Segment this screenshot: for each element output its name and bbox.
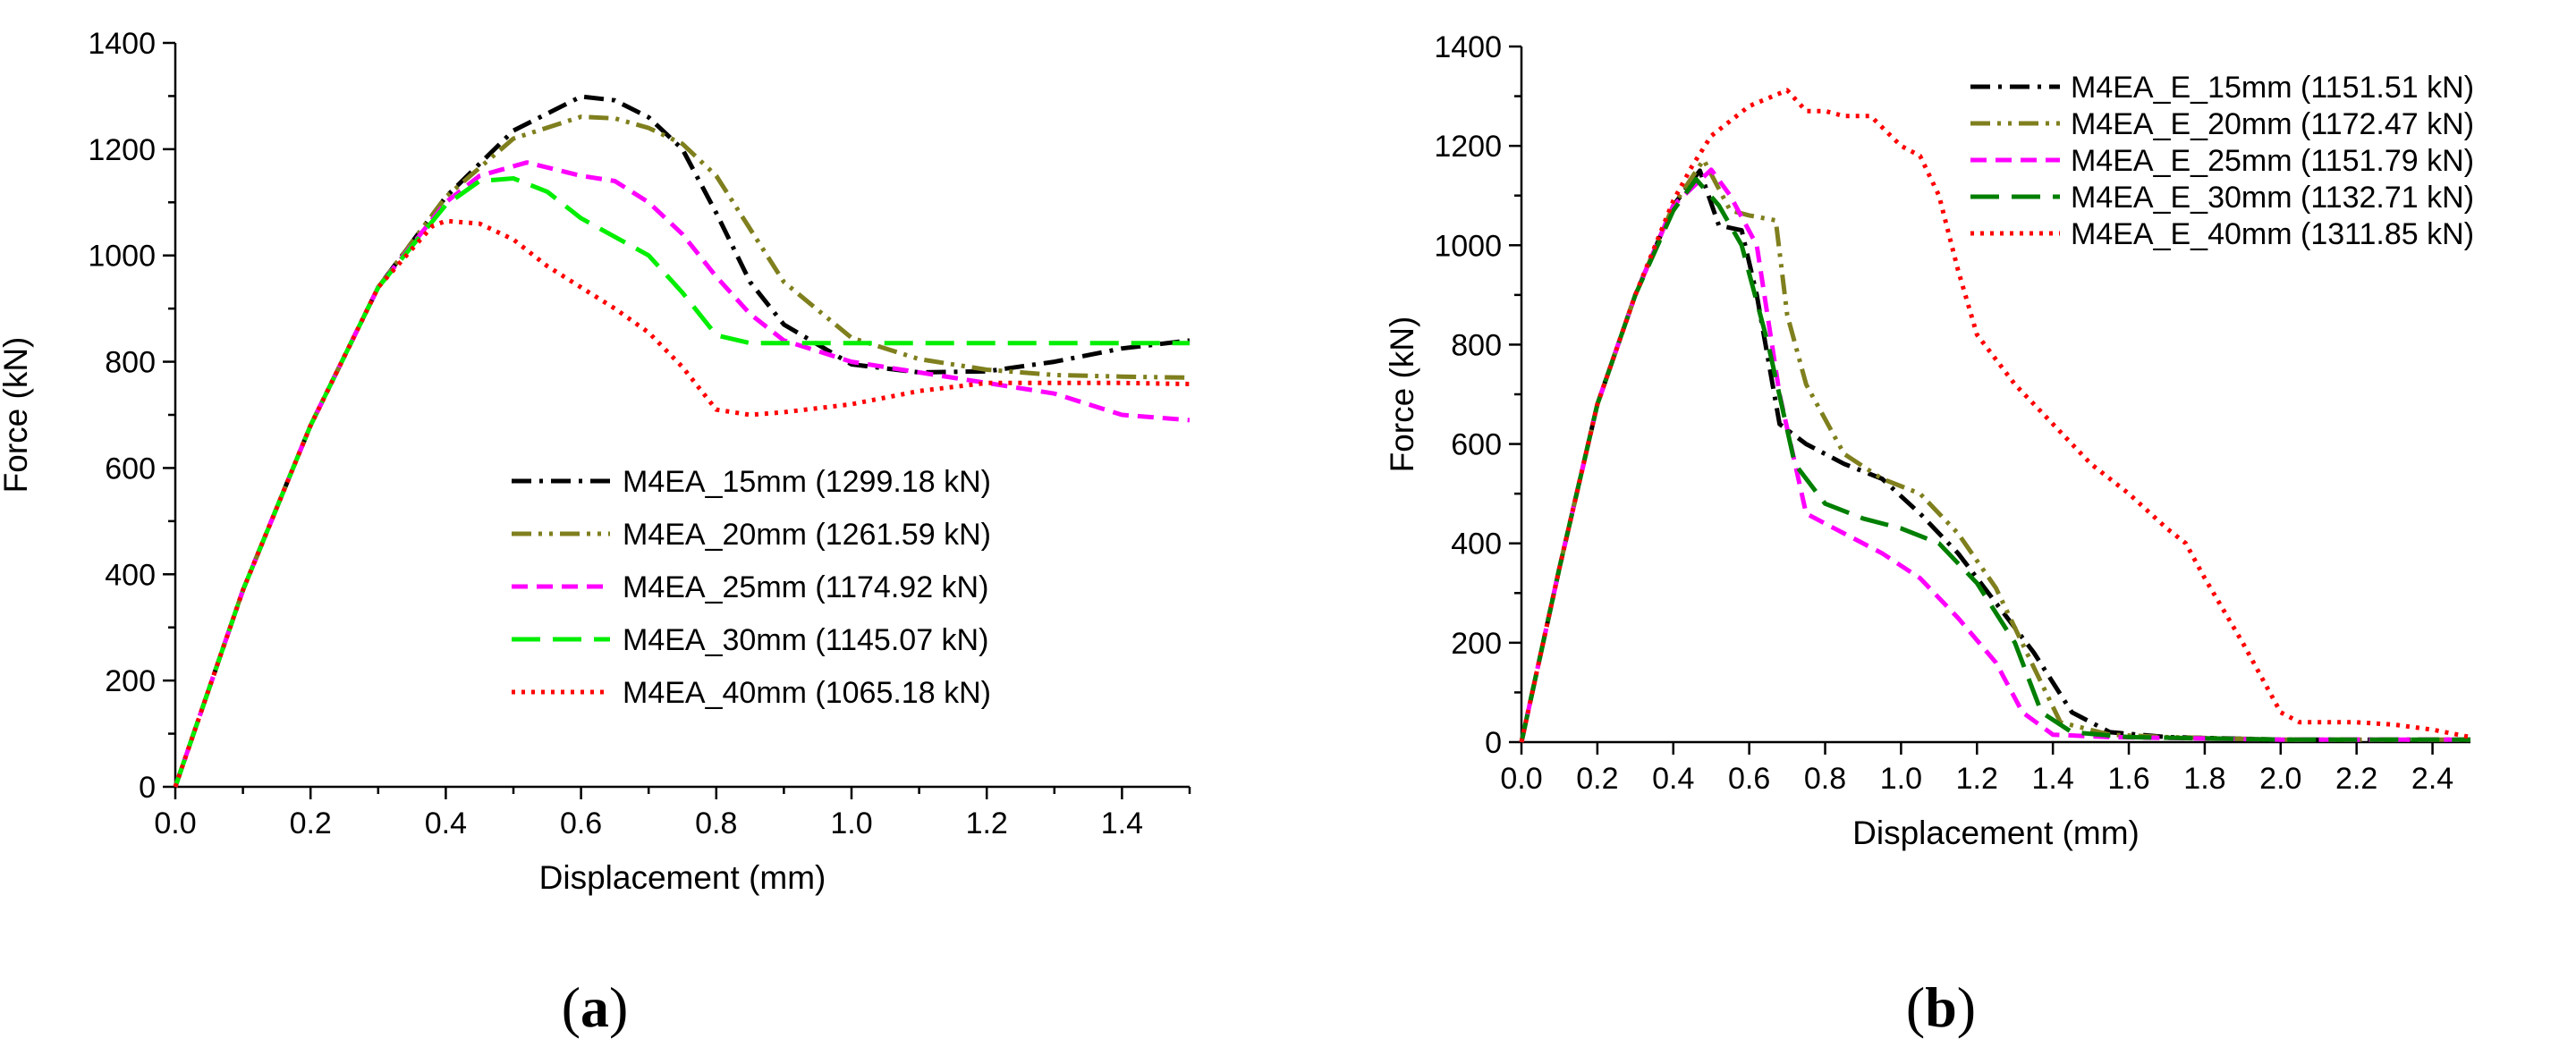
legend-label: M4EA_E_40mm (1311.85 kN) [2071, 217, 2474, 251]
panel-label-close: ) [1957, 975, 1976, 1039]
panel-label-letter: b [1925, 975, 1957, 1039]
x-tick-label: 1.6 [2107, 762, 2149, 796]
x-tick-label: 0.2 [1576, 762, 1618, 796]
x-tick-label: 0.8 [695, 806, 737, 840]
legend-label: M4EA_E_20mm (1172.47 kN) [2071, 107, 2474, 141]
legend-label: M4EA_25mm (1174.92 kN) [623, 570, 988, 604]
x-axis-title: Displacement (mm) [1852, 815, 2140, 851]
y-tick-label: 800 [1451, 328, 1502, 362]
panel-label-open: ( [1906, 975, 1925, 1039]
y-tick-label: 200 [105, 664, 156, 698]
y-tick-label: 800 [105, 346, 156, 380]
x-axis-title: Displacement (mm) [539, 859, 826, 896]
y-tick-label: 400 [1451, 528, 1502, 561]
y-tick-label: 1200 [1434, 130, 1502, 164]
legend-label: M4EA_E_25mm (1151.79 kN) [2071, 144, 2474, 178]
legend-label: M4EA_30mm (1145.07 kN) [623, 623, 988, 657]
x-tick-label: 0.2 [290, 806, 332, 840]
legend-label: M4EA_40mm (1065.18 kN) [623, 676, 991, 710]
x-tick-label: 0.4 [425, 806, 467, 840]
x-tick-label: 0.6 [1728, 762, 1770, 796]
x-tick-label: 1.8 [2183, 762, 2225, 796]
x-tick-label: 1.0 [1880, 762, 1922, 796]
x-tick-label: 0.0 [154, 806, 196, 840]
panel-label: (a) [562, 975, 629, 1039]
series-line-4 [1519, 176, 2470, 743]
x-tick-label: 0.0 [1500, 762, 1542, 796]
x-tick-label: 2.4 [2411, 762, 2453, 796]
y-axis-title: Force (kN) [1384, 317, 1420, 473]
series-line-5 [1519, 88, 2471, 743]
y-tick-label: 0 [139, 771, 156, 805]
x-tick-label: 1.2 [966, 806, 1008, 840]
y-tick-label: 1000 [1434, 229, 1502, 263]
y-tick-label: 600 [105, 452, 156, 486]
series-line-5 [173, 218, 1191, 788]
x-tick-label: 1.2 [1956, 762, 1998, 796]
legend-label: M4EA_E_30mm (1132.71 kN) [2071, 181, 2474, 215]
y-tick-label: 600 [1451, 428, 1502, 462]
y-tick-label: 1000 [88, 240, 156, 274]
chart-panel-a: 0.0 0.2 0.4 0.6 0.8 1.0 1.2 1.4 0 200 400 600 800 100… [0, 27, 1191, 1039]
panel-label: (b) [1906, 975, 1976, 1039]
panel-label-letter: a [580, 975, 609, 1039]
y-tick-label: 0 [1485, 726, 1502, 760]
y-axis-title: Force (kN) [0, 337, 34, 494]
legend-label: M4EA_E_15mm (1151.51 kN) [2071, 71, 2474, 105]
x-tick-label: 1.4 [2032, 762, 2074, 796]
chart-panel-b: 0.0 0.2 0.4 0.6 0.8 1.0 1.2 1.4 1.6 1.8 2.0 2.2 2.4 0… [1384, 30, 2474, 1039]
x-tick-label: 0.4 [1652, 762, 1694, 796]
x-tick-label: 0.6 [560, 806, 602, 840]
series-line-1 [1519, 168, 2470, 743]
y-tick-label: 400 [105, 558, 156, 592]
legend-label: M4EA_15mm (1299.18 kN) [623, 465, 991, 499]
y-tick-label: 1200 [88, 133, 156, 167]
x-tick-label: 0.8 [1804, 762, 1846, 796]
y-tick-label: 1400 [1434, 30, 1502, 64]
x-tick-label: 2.2 [2335, 762, 2377, 796]
y-tick-label: 1400 [88, 27, 156, 61]
panel-label-open: ( [562, 975, 580, 1039]
legend-label: M4EA_20mm (1261.59 kN) [623, 518, 991, 552]
series-line-3 [1519, 167, 2470, 743]
panel-label-close: ) [609, 975, 628, 1039]
x-tick-label: 1.0 [830, 806, 872, 840]
x-tick-label: 2.0 [2259, 762, 2301, 796]
x-tick-label: 1.4 [1101, 806, 1143, 840]
y-tick-label: 200 [1451, 627, 1502, 661]
